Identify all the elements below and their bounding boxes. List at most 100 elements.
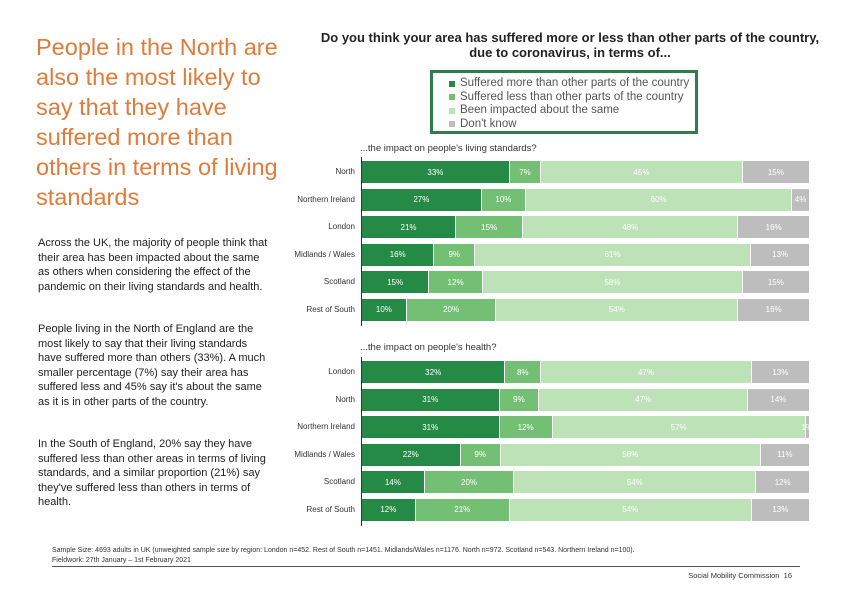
legend-label: Been impacted about the same	[460, 104, 620, 116]
bar-segment: 15%	[362, 271, 430, 293]
bar-segment: 16%	[738, 298, 810, 321]
chart-title: Do you think your area has suffered more…	[320, 30, 820, 60]
bar-segment: 12%	[499, 416, 553, 438]
bar-segment: 1%	[801, 416, 813, 438]
bar-segment: 9%	[434, 243, 476, 266]
category-label: London	[328, 222, 355, 231]
legend-item: Suffered more than other parts of the co…	[449, 77, 695, 91]
chart-axis	[361, 157, 362, 326]
footer-divider	[52, 566, 800, 567]
bar-row: 22% 9% 58% 11%	[362, 443, 810, 466]
category-label: Rest of South	[306, 504, 355, 514]
bar-segment: 58%	[500, 443, 761, 466]
bar-segment: 47%	[539, 388, 748, 411]
category-label: Scotland	[323, 477, 355, 486]
bar-segment: 20%	[424, 471, 515, 493]
bar-segment: 58%	[482, 271, 743, 293]
bar-row: 21% 15% 48% 16%	[362, 216, 810, 238]
bar-row: 10% 20% 54% 16%	[362, 298, 810, 321]
bar-segment: 14%	[747, 388, 810, 411]
chart-subtitle: ...the impact on people's health?	[360, 342, 497, 353]
category-label: London	[328, 367, 355, 376]
bar-row: 31% 12% 57% 1%	[362, 416, 813, 438]
bar-segment: 11%	[760, 443, 810, 466]
bar-segment: 21%	[362, 216, 457, 238]
bar-segment: 32%	[362, 361, 506, 383]
bar-segment: 9%	[499, 388, 540, 411]
bar-segment: 7%	[509, 161, 542, 183]
fieldwork-note: Fieldwork: 27th January – 1st February 2…	[52, 556, 191, 564]
legend-swatch	[449, 121, 455, 128]
legend-item: Been impacted about the same	[449, 104, 695, 118]
bar-segment: 27%	[362, 188, 482, 211]
legend-item: Don't know	[449, 118, 695, 132]
bar-segment: 10%	[362, 298, 407, 321]
bar-row: 27% 10% 60% 4%	[362, 188, 810, 211]
legend-swatch	[449, 94, 455, 101]
bar-segment: 54%	[514, 471, 757, 493]
bar-row: 15% 12% 58% 15%	[362, 271, 810, 293]
headline: People in the North are also the most li…	[36, 34, 278, 210]
bar-segment: 16%	[362, 243, 435, 266]
category-label: Midlands / Wales	[294, 449, 355, 459]
bar-segment: 10%	[481, 188, 527, 211]
bar-segment: 15%	[456, 216, 524, 238]
legend-item: Suffered less than other parts of the co…	[449, 91, 695, 105]
chart-subtitle: ...the impact on people's living standar…	[360, 143, 537, 154]
bar-segment: 12%	[756, 471, 810, 493]
legend-swatch	[449, 107, 455, 114]
sample-size-note: Sample Size: 4693 adults in UK (unweight…	[52, 547, 635, 554]
bar-segment: 16%	[738, 216, 810, 238]
bar-row: 33% 7% 45% 15%	[362, 161, 810, 183]
bar-segment: 20%	[406, 298, 497, 321]
bar-segment: 31%	[362, 388, 500, 411]
bar-segment: 12%	[429, 271, 483, 293]
bar-row: 31% 9% 47% 14%	[362, 388, 810, 411]
bar-segment: 13%	[751, 243, 810, 266]
category-label: North	[335, 167, 355, 176]
bar-segment: 21%	[415, 498, 510, 521]
bar-segment: 13%	[751, 361, 810, 383]
bar-row: 14% 20% 54% 12%	[362, 471, 810, 493]
category-label: Rest of South	[306, 304, 355, 314]
bar-segment: 61%	[475, 243, 752, 266]
bar-segment: 8%	[505, 361, 542, 383]
bar-segment: 45%	[541, 161, 743, 183]
bar-segment: 4%	[792, 188, 810, 211]
legend-label: Suffered less than other parts of the co…	[460, 90, 684, 103]
page-number: 16	[783, 571, 792, 580]
bar-segment: 15%	[742, 161, 810, 183]
footer-org: Social Mobility Commission	[688, 571, 780, 580]
paragraph-2: People living in the North of England ar…	[38, 323, 266, 408]
paragraph-1: Across the UK, the majority of people th…	[38, 237, 268, 293]
footer: Social Mobility Commission 16	[688, 571, 792, 580]
footnote: Sample Size: 4693 adults in UK (unweight…	[52, 546, 635, 565]
bar-segment: 48%	[523, 216, 739, 238]
bar-segment: 12%	[362, 498, 416, 521]
bar-row: 16% 9% 61% 13%	[362, 243, 810, 266]
bar-segment: 54%	[509, 498, 752, 521]
bar-segment: 60%	[526, 188, 793, 211]
bar-segment: 9%	[460, 443, 501, 466]
legend-label: Suffered more than other parts of the co…	[460, 77, 690, 89]
bar-segment: 54%	[496, 298, 739, 321]
category-label: Scotland	[323, 277, 355, 286]
bar-segment: 22%	[362, 443, 461, 466]
bar-row: 12% 21% 54% 13%	[362, 498, 810, 521]
bar-segment: 57%	[552, 416, 806, 438]
bar-segment: 13%	[751, 498, 810, 521]
legend-swatch	[449, 80, 455, 87]
bar-row: 32% 8% 47% 13%	[362, 361, 810, 383]
bar-segment: 47%	[541, 361, 752, 383]
category-label: North	[335, 394, 355, 404]
bar-segment: 14%	[362, 471, 425, 493]
bar-segment: 15%	[742, 271, 810, 293]
bar-segment: 33%	[362, 161, 510, 183]
legend-label: Don't know	[460, 117, 517, 130]
category-label: Northern Ireland	[297, 422, 355, 431]
paragraph-3: In the South of England, 20% say they ha…	[38, 438, 266, 508]
category-label: Northern Ireland	[297, 194, 355, 204]
category-label: Midlands / Wales	[294, 249, 355, 259]
chart-axis	[361, 357, 362, 526]
chart-legend: Suffered more than other parts of the co…	[430, 70, 698, 134]
